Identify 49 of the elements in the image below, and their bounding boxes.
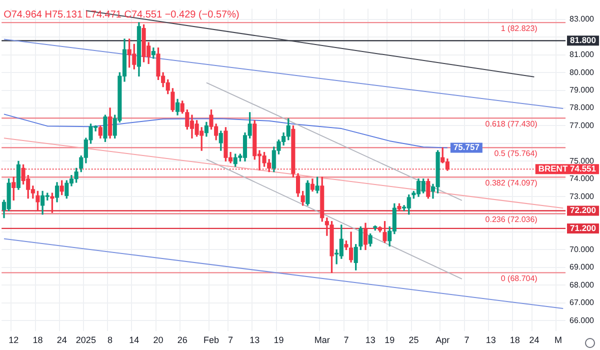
ref-line-label: BRENT 74.551 [538,163,596,174]
x-tick-label: 2025 [76,335,96,346]
x-tick-label: 7 [344,335,349,346]
y-tick-label: 69.000 [570,262,595,272]
annotation: 0.5 (75.764) [494,148,538,158]
y-tick-label: 81.000 [570,50,595,60]
ref-line-label: 81.800 [570,35,596,46]
annotation: 0.382 (74.097) [485,178,538,188]
annotation: O74.964 H75.131 L74.471 C74.551 −0.429 (−0.57%) [4,10,240,21]
annotation: 1 (82.823) [500,24,538,33]
annotation: 0.236 (72.036) [485,214,538,224]
y-tick-label: 80.000 [570,68,595,77]
x-tick-label: 8 [108,335,113,346]
x-tick-label: 19 [274,335,284,346]
x-tick-label: 12 [8,335,19,346]
y-tick-label: 77.000 [570,120,595,130]
y-tick-label: 70.000 [570,244,595,254]
x-tick-label: 24 [56,335,67,346]
x-tick-label: Feb [204,335,220,346]
x-tick-label: M [554,335,562,346]
y-tick-label: 79.000 [570,85,595,94]
x-tick-label: Mar [314,335,330,346]
x-tick-label: 18 [32,335,43,346]
x-tick-label: 13 [250,335,260,346]
x-tick-label: 7 [464,335,470,346]
x-tick-label: 25 [408,335,419,346]
annotation: 0 (68.704) [500,274,538,283]
x-tick-label: 20 [153,335,164,346]
annotation: 0.618 (77.430) [485,119,538,128]
y-tick-label: 66.000 [570,316,595,325]
x-tick-label: 13 [486,335,496,346]
x-tick-label: 24 [529,335,540,346]
data-label: 75.757 [453,142,480,152]
ref-line-label: 72.200 [570,205,596,216]
x-tick-label: 14 [129,335,140,346]
x-tick-label: Apr [436,335,450,346]
y-tick-label: 74.000 [570,174,595,184]
y-tick-label: 68.000 [570,280,595,290]
y-tick-label: 75.000 [570,156,595,166]
x-tick-label: 26 [177,335,188,346]
y-tick-label: 83.000 [570,14,595,24]
x-tick-label: 19 [384,335,395,346]
x-tick-label: 18 [510,335,520,346]
y-tick-label: 78.000 [570,103,595,112]
y-tick-label: 73.000 [570,192,595,201]
y-tick-label: 67.000 [570,298,595,308]
x-tick-label: 13 [365,335,376,346]
x-tick-label: 7 [228,335,234,346]
ref-line-label: 71.200 [570,222,596,233]
